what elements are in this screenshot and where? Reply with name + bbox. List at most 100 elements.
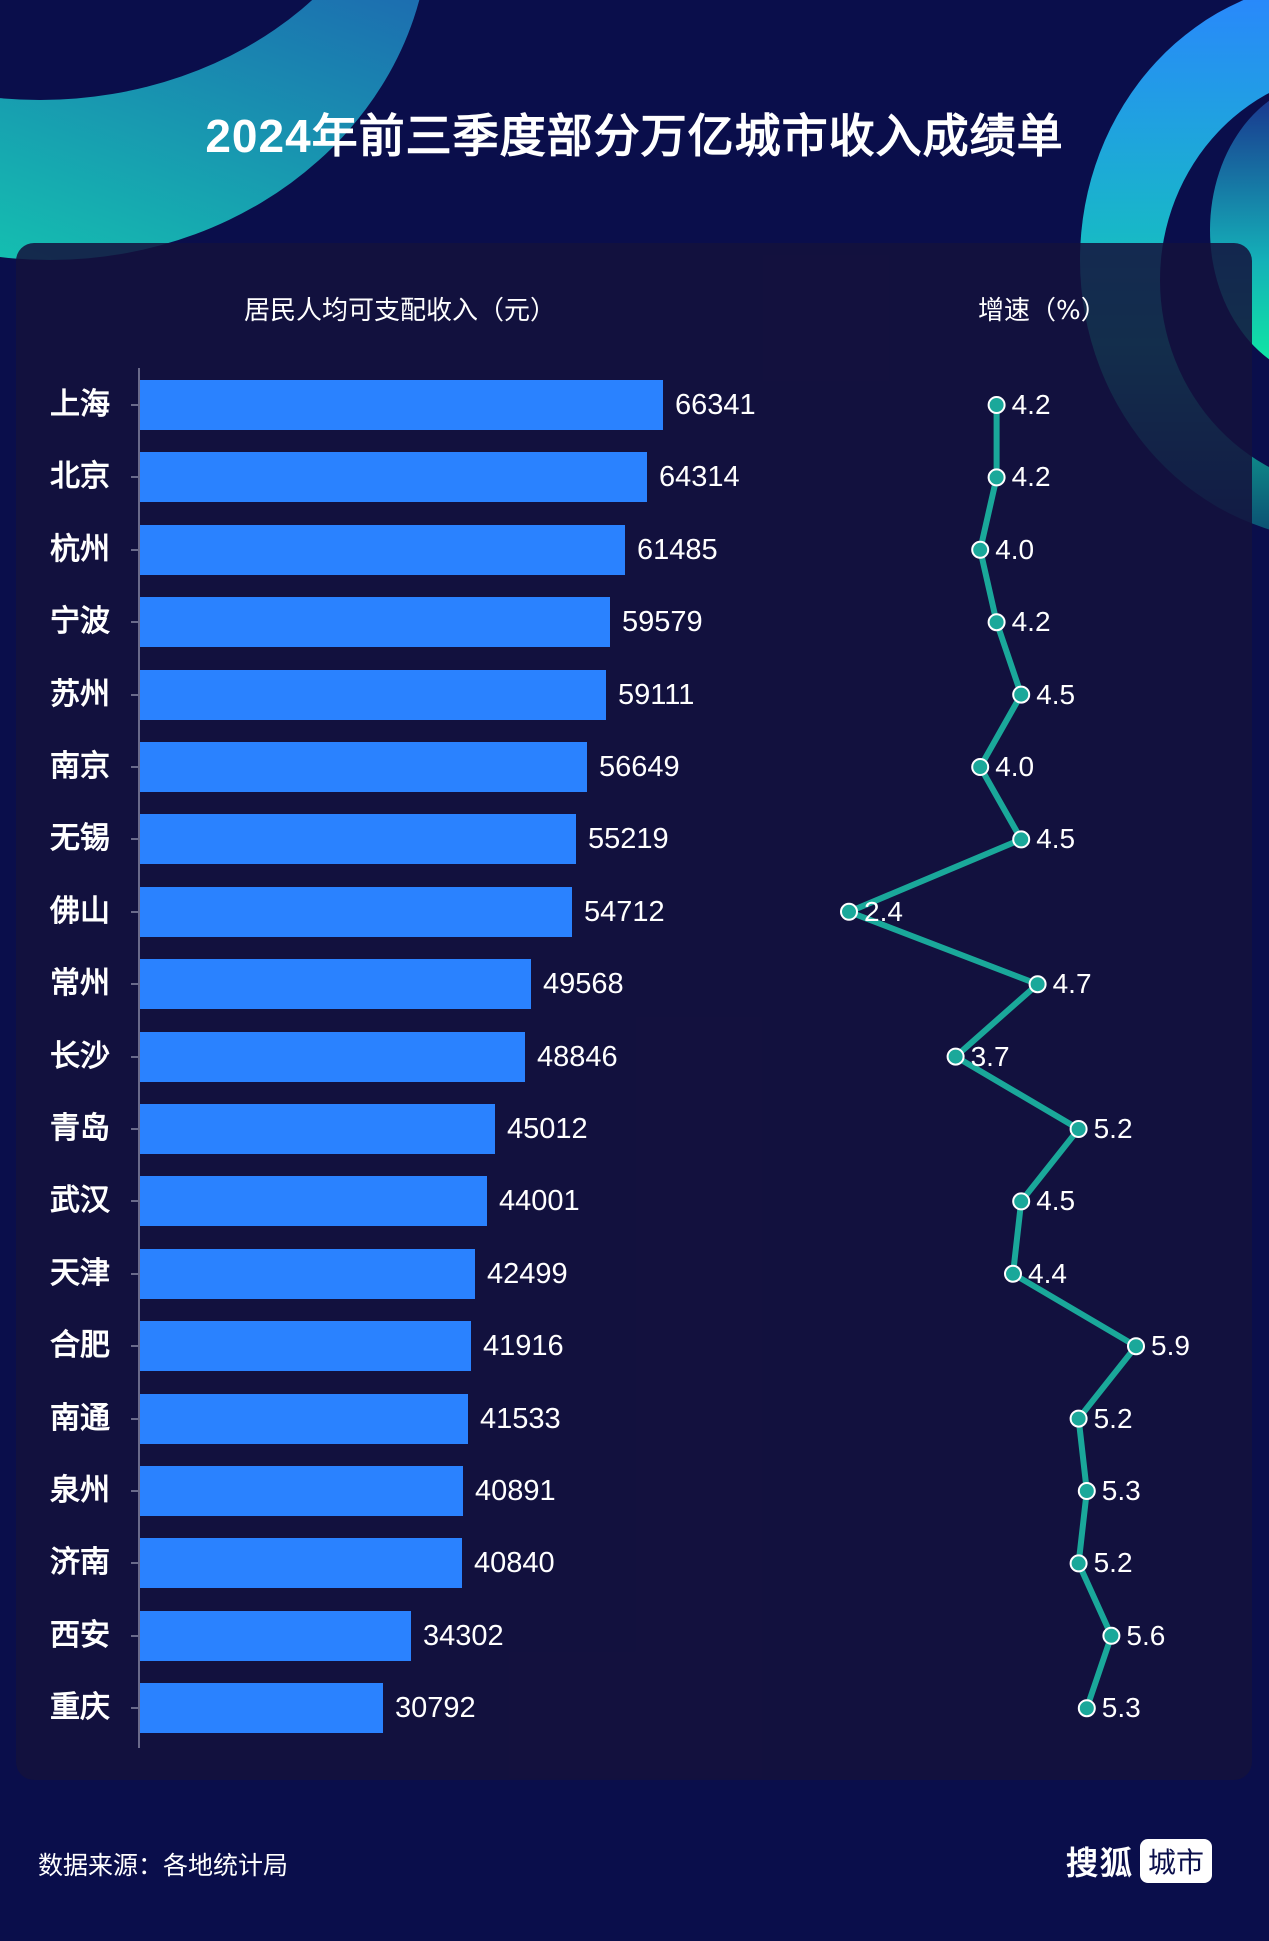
axis-tick — [131, 1707, 138, 1710]
growth-value: 4.5 — [1036, 678, 1076, 710]
growth-point-marker — [987, 613, 1006, 632]
axis-tick — [131, 548, 138, 551]
city-label: 杭州 — [50, 531, 110, 567]
growth-value: 4.7 — [1052, 968, 1092, 1000]
income-bar — [140, 1466, 463, 1516]
income-value: 56649 — [599, 751, 680, 783]
growth-point-marker — [1069, 1120, 1088, 1138]
growth-value: 5.2 — [1093, 1113, 1133, 1144]
income-bar — [140, 1683, 383, 1734]
axis-tick — [131, 1417, 138, 1420]
growth-column-title: 增速（%） — [978, 296, 1107, 326]
growth-value: 5.3 — [1101, 1475, 1141, 1506]
growth-point-marker — [1012, 830, 1031, 849]
data-source: 数据来源：各地统计局 — [38, 1851, 289, 1880]
growth-point-marker — [971, 758, 990, 776]
city-label: 武汉 — [50, 1183, 110, 1219]
income-bar — [140, 1104, 495, 1154]
income-bar — [140, 814, 576, 865]
income-value: 30792 — [395, 1692, 476, 1725]
growth-point-marker — [987, 396, 1006, 414]
growth-point-marker — [1004, 1264, 1022, 1283]
income-value: 66341 — [675, 389, 756, 421]
city-label: 天津 — [50, 1255, 110, 1291]
axis-tick — [131, 1490, 138, 1492]
income-value: 49568 — [543, 968, 624, 1001]
city-label: 南京 — [50, 749, 110, 784]
income-value: 61485 — [637, 533, 718, 566]
axis-tick — [131, 1055, 138, 1058]
income-bar — [140, 524, 625, 575]
growth-value: 2.4 — [864, 895, 903, 927]
city-label: 上海 — [50, 387, 110, 422]
income-bar — [140, 1321, 471, 1372]
income-bar — [140, 597, 610, 648]
income-value: 40840 — [474, 1547, 555, 1580]
income-bar — [140, 1393, 468, 1444]
axis-tick — [131, 621, 138, 624]
growth-value: 3.7 — [970, 1040, 1010, 1072]
income-value: 41533 — [480, 1402, 561, 1435]
income-value: 45012 — [507, 1113, 588, 1145]
growth-value: 5.2 — [1093, 1402, 1133, 1434]
chart-title: 2024年前三季度部分万亿城市收入成绩单 — [205, 110, 1064, 162]
city-label: 泉州 — [50, 1473, 110, 1508]
growth-point-marker — [1012, 1192, 1031, 1211]
income-bar — [140, 452, 647, 503]
growth-point-marker — [1028, 975, 1047, 994]
income-bar — [140, 886, 572, 937]
axis-tick — [131, 693, 138, 696]
growth-point-marker — [1069, 1554, 1088, 1573]
axis-tick — [131, 476, 138, 479]
growth-value: 4.0 — [995, 751, 1035, 782]
income-value: 41916 — [483, 1330, 564, 1363]
city-label: 佛山 — [50, 893, 110, 929]
city-label: 济南 — [50, 1545, 110, 1581]
logo-main: 搜狐 — [1066, 1844, 1135, 1882]
city-label: 北京 — [50, 459, 110, 495]
income-bar — [140, 1610, 411, 1661]
axis-tick — [131, 404, 138, 406]
income-value: 44001 — [499, 1185, 580, 1218]
income-value: 59579 — [622, 606, 703, 639]
income-value: 40891 — [475, 1475, 556, 1507]
growth-point-marker — [971, 540, 990, 559]
axis-tick — [131, 983, 138, 986]
growth-point-marker — [1077, 1482, 1096, 1500]
growth-value: 4.0 — [995, 533, 1035, 565]
axis-tick — [131, 1562, 138, 1565]
city-label: 合肥 — [50, 1328, 110, 1364]
growth-value: 5.2 — [1093, 1547, 1133, 1579]
income-bar — [140, 669, 606, 720]
growth-point-marker — [1012, 685, 1031, 704]
category-axis — [138, 368, 140, 1748]
growth-value: 4.2 — [1011, 606, 1051, 638]
growth-point-marker — [987, 468, 1006, 487]
income-value: 42499 — [487, 1257, 568, 1290]
growth-value: 5.9 — [1151, 1330, 1190, 1362]
income-bar — [140, 742, 587, 792]
logo-tag: 城市 — [1140, 1839, 1213, 1883]
city-label: 常州 — [50, 966, 110, 1002]
growth-point-marker — [1127, 1337, 1145, 1356]
growth-point-marker — [1077, 1699, 1096, 1718]
growth-value: 4.5 — [1036, 1185, 1076, 1217]
city-label: 宁波 — [50, 604, 110, 640]
axis-tick — [131, 910, 138, 913]
axis-tick — [131, 1345, 138, 1348]
city-label: 苏州 — [50, 676, 110, 712]
axis-tick — [131, 1634, 138, 1637]
income-value: 34302 — [423, 1619, 504, 1652]
income-bar — [140, 380, 663, 430]
growth-point-marker — [840, 902, 858, 921]
income-value: 55219 — [588, 823, 669, 856]
axis-tick — [131, 838, 138, 841]
growth-value: 4.2 — [1011, 461, 1051, 493]
income-bar — [140, 1031, 525, 1082]
axis-tick — [131, 1200, 138, 1203]
axis-tick — [131, 1272, 138, 1275]
growth-value: 4.2 — [1011, 389, 1051, 420]
income-column-title: 居民人均可支配收入（元） — [244, 296, 557, 326]
income-value: 64314 — [659, 461, 740, 494]
